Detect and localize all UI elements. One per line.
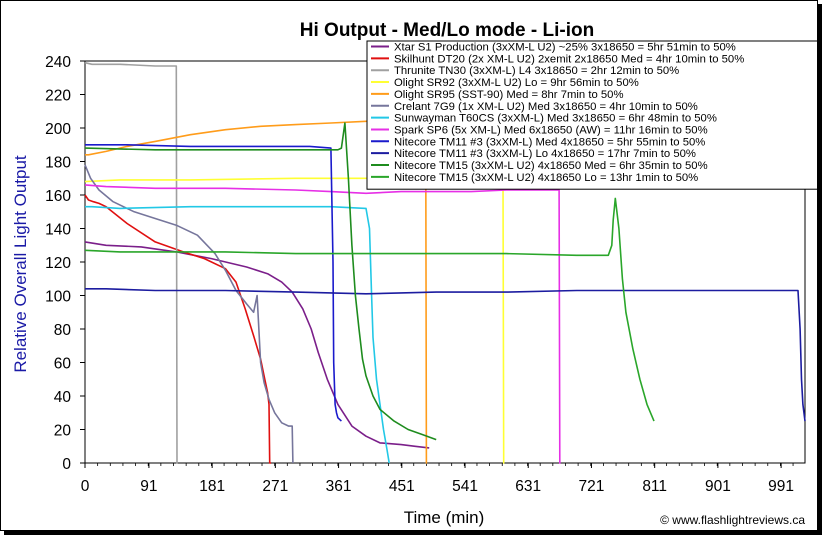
x-axis-label: Time (min) — [404, 508, 485, 527]
x-tick-label: 181 — [199, 478, 225, 495]
x-tick-label: 451 — [389, 478, 415, 495]
series-line-8 — [84, 184, 561, 464]
y-tick-label: 200 — [45, 121, 71, 138]
y-axis-label: Relative Overall Light Output — [11, 155, 30, 373]
legend-label-8: Spark SP6 (5x XM-L) Med 6x18650 (AW) = 1… — [394, 124, 708, 136]
series-line-11 — [84, 122, 437, 441]
x-tick-label: 991 — [768, 478, 794, 495]
legend-label-9: Nitecore TM11 #3 (3xXM-L) Med 4x18650 = … — [394, 136, 705, 148]
y-tick-label: 180 — [45, 155, 71, 172]
y-tick-label: 240 — [45, 54, 71, 71]
chart-title: Hi Output - Med/Lo mode - Li-ion — [300, 20, 594, 41]
y-tick-label: 0 — [62, 456, 71, 473]
legend-label-3: Thrunite TN30 (3xXM-L) L4 3x18650 = 2hr … — [394, 65, 679, 77]
x-tick-label: 811 — [642, 478, 667, 495]
x-tick-label: 721 — [579, 478, 605, 495]
series-line-12 — [84, 197, 655, 422]
series-line-1 — [84, 241, 430, 449]
y-tick-label: 220 — [45, 88, 71, 105]
x-tick-label: 361 — [326, 478, 352, 495]
legend-label-1: Xtar S1 Production (3xXM-L U2) ~25% 3x18… — [394, 42, 736, 54]
y-tick-label: 100 — [45, 289, 71, 306]
legend-label-4: Olight SR92 (3xXM-L U2) Lo = 9hr 56min t… — [394, 77, 639, 89]
x-tick-label: 541 — [452, 478, 478, 495]
legend-label-11: Nitecore TM15 (3xXM-L U2) 4x18650 Med = … — [394, 160, 708, 172]
legend-label-6: Crelant 7G9 (1x XM-L U2) Med 3x18650 = 4… — [394, 101, 698, 113]
legend-label-5: Olight SR95 (SST-90) Med = 8hr 7min to 5… — [394, 89, 624, 101]
legend-box — [366, 40, 817, 190]
x-tick-label: 91 — [140, 478, 157, 495]
y-tick-label: 120 — [45, 255, 71, 272]
y-tick-label: 140 — [45, 222, 71, 239]
y-tick-label: 160 — [45, 188, 71, 205]
legend: Xtar S1 Production (3xXM-L U2) ~25% 3x18… — [366, 40, 817, 190]
legend-label-12: Nitecore TM15 (3xXM-L U2) 4x18650 Lo = 1… — [394, 172, 698, 184]
series-line-9 — [85, 144, 342, 422]
y-tick-label: 20 — [54, 423, 72, 440]
x-tick-label: 0 — [81, 478, 90, 495]
series-line-7 — [85, 205, 390, 464]
y-tick-label: 40 — [54, 389, 72, 406]
copyright-credit: © www.flashlightreviews.ca — [660, 513, 805, 527]
series-line-3 — [84, 61, 178, 464]
series-line-6 — [84, 164, 294, 464]
x-tick-label: 901 — [705, 478, 731, 495]
x-tick-label: 271 — [262, 478, 288, 495]
y-tick-label: 80 — [54, 322, 72, 339]
legend-label-10: Nitecore TM11 #3 (3xXM-L) Lo 4x18650 = 1… — [394, 148, 696, 160]
legend-label-7: Sunwayman T60CS (3xXM-L) Med 3x18650 = 6… — [394, 113, 717, 125]
legend-label-2: Skilhunt DT20 (2x XM-L U2) 2xemit 2x1865… — [394, 53, 744, 65]
y-tick-label: 60 — [54, 356, 72, 373]
x-tick-label: 631 — [515, 478, 541, 495]
series-line-10 — [85, 287, 806, 422]
